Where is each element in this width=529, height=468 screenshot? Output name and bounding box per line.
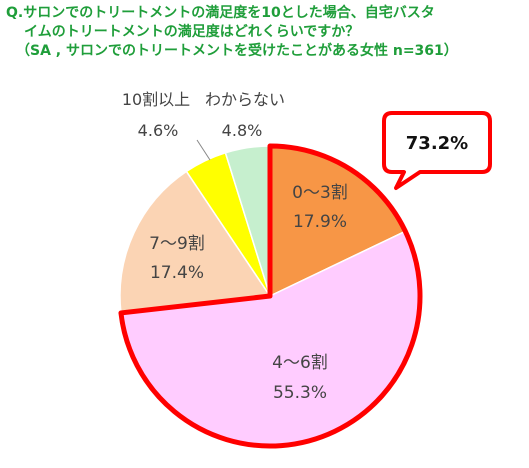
pie-slice-7-9 — [119, 170, 272, 314]
slice-label-4-6: 4～6割 — [272, 353, 328, 373]
callout-value: 73.2% — [406, 133, 468, 154]
slice-label-0-3: 0～3割 — [292, 183, 348, 203]
highlight-outline — [118, 143, 423, 449]
slice-label-7-9: 7～9割 — [149, 234, 205, 254]
question-line-2: イムのトリートメントの満足度はどれくらいですか？ — [24, 24, 360, 40]
callout: 73.2% — [382, 111, 492, 190]
slice-value-0-3: 17.9% — [293, 212, 347, 232]
callout-bubble — [382, 111, 492, 190]
leader-line-10 — [196, 139, 211, 161]
slice-value-7-9: 17.4% — [150, 263, 204, 283]
question-title: Q.サロンでのトリートメントの満足度を10とした場合、自宅バスタ イムのトリート… — [6, 4, 526, 61]
pie-slices — [119, 145, 421, 447]
question-line-1: Q.サロンでのトリートメントの満足度を10とした場合、自宅バスタ — [6, 5, 435, 21]
question-line-3: （SA , サロンでのトリートメントを受けたことがある女性 n=361） — [16, 43, 458, 59]
slice-label-unknown: わからない — [205, 90, 285, 109]
slice-value-10: 4.6% — [138, 121, 179, 140]
slice-label-10: 10割以上 — [122, 90, 190, 109]
slice-value-4-6: 55.3% — [273, 383, 327, 403]
slice-value-unknown: 4.8% — [222, 121, 263, 140]
